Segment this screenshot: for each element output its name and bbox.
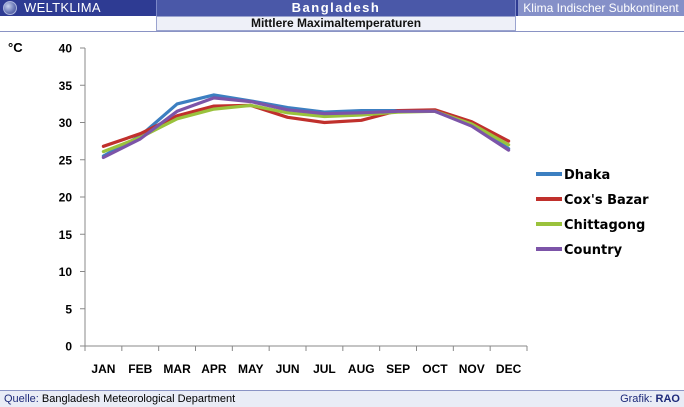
y-tick-label: 0 xyxy=(65,340,72,354)
legend-label: Cox's Bazar xyxy=(564,193,649,208)
series-line-country xyxy=(101,96,511,160)
x-tick-label: DEC xyxy=(496,362,522,376)
x-tick-label: SEP xyxy=(386,362,410,376)
y-tick-label: 40 xyxy=(59,42,73,56)
region-link[interactable]: Klima Indischer Subkontinent xyxy=(518,0,684,16)
x-tick-label: JUN xyxy=(276,362,300,376)
x-tick-label: MAR xyxy=(163,362,191,376)
footer: Quelle: Bangladesh Meteorological Depart… xyxy=(0,391,684,407)
brand-name[interactable]: WELTKLIMA xyxy=(24,0,101,15)
source-label: Quelle: xyxy=(4,393,39,405)
page-title: Bangladesh xyxy=(156,0,516,16)
source-value: Bangladesh Meteorological Department xyxy=(41,393,236,405)
x-tick-label: FEB xyxy=(128,362,152,376)
legend-label: Country xyxy=(564,243,623,258)
x-tick-label: MAY xyxy=(238,362,264,376)
globe-icon xyxy=(3,1,17,15)
credit-label: Grafik: xyxy=(620,393,653,405)
y-tick-label: 15 xyxy=(59,228,73,242)
y-tick-label: 5 xyxy=(65,302,72,316)
x-tick-label: AUG xyxy=(348,362,375,376)
legend-label: Dhaka xyxy=(564,168,610,183)
y-unit-label: °C xyxy=(8,40,23,55)
chart: °C 0 5 10 15 20 25 30 35 40 JAN FEB MAR APR MAY JUN JUL A… xyxy=(8,40,649,376)
y-tick-label: 35 xyxy=(59,79,73,93)
top-bar: WELTKLIMA Bangladesh Klima Indischer Sub… xyxy=(0,0,684,16)
y-tick-label: 25 xyxy=(59,153,73,167)
x-tick-label: NOV xyxy=(459,362,485,376)
x-tick-label: JUL xyxy=(313,362,336,376)
legend-label: Chittagong xyxy=(564,218,645,233)
source: Quelle: Bangladesh Meteorological Depart… xyxy=(4,391,235,407)
y-tick-label: 30 xyxy=(59,116,73,130)
x-tick-label: OCT xyxy=(422,362,448,376)
credit-value: RAO xyxy=(655,393,680,405)
y-tick-label: 20 xyxy=(59,191,73,205)
x-tick-label: JAN xyxy=(91,362,115,376)
credit: Grafik: RAO xyxy=(620,391,680,407)
chart-frame xyxy=(0,31,684,391)
chart-subtitle: Mittlere Maximaltemperaturen xyxy=(156,16,516,31)
y-tick-label: 10 xyxy=(59,265,73,279)
x-tick-label: APR xyxy=(201,362,227,376)
